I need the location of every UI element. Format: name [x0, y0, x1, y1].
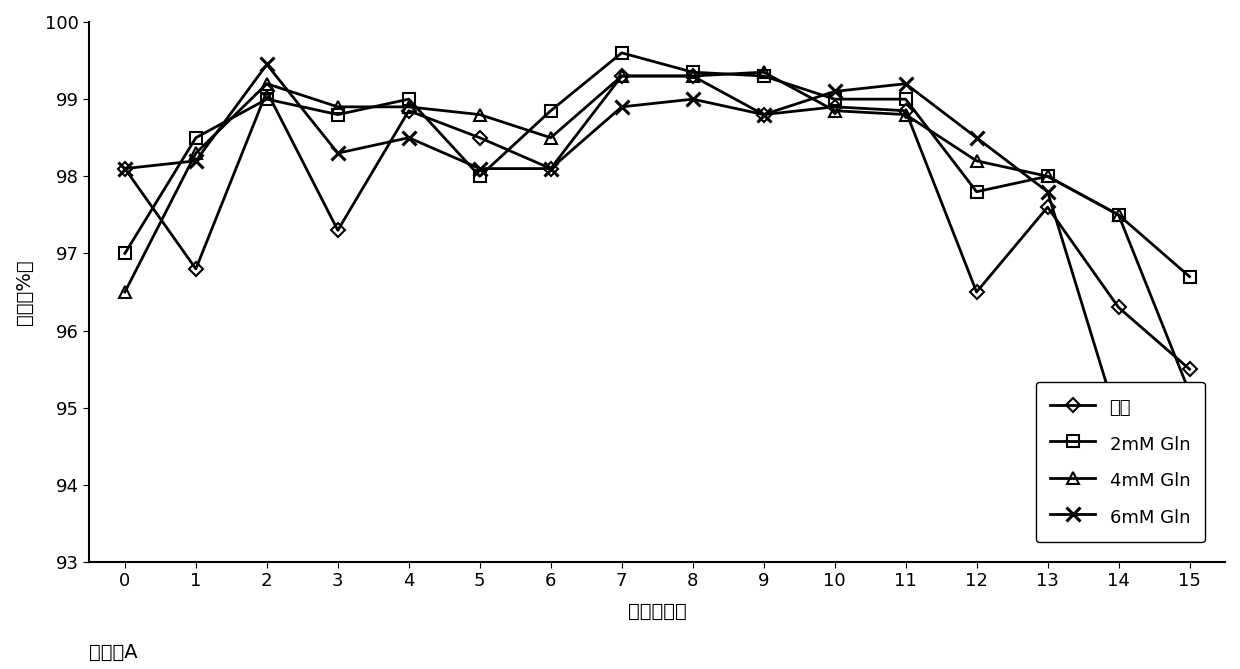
- Legend: 对照, 2mM Gln, 4mM Gln, 6mM Gln: 对照, 2mM Gln, 4mM Gln, 6mM Gln: [1035, 382, 1204, 542]
- 4mM Gln: [188, 149, 203, 157]
- 4mM Gln: [472, 110, 487, 118]
- 2mM Gln: [118, 250, 133, 258]
- 2mM Gln: [259, 95, 274, 103]
- 4mM Gln: [330, 103, 345, 111]
- 2mM Gln: [330, 110, 345, 118]
- 2mM Gln: [1040, 173, 1055, 181]
- 4mM Gln: [827, 106, 842, 114]
- 4mM Gln: [543, 134, 558, 142]
- 对照: [118, 165, 133, 173]
- 2mM Gln: [402, 95, 417, 103]
- 对照: [259, 88, 274, 96]
- 4mM Gln: [898, 110, 913, 118]
- 对照: [1111, 304, 1126, 312]
- 对照: [970, 288, 985, 296]
- 6mM Gln: [827, 88, 842, 96]
- 对照: [1040, 203, 1055, 211]
- 4mM Gln: [970, 157, 985, 165]
- Line: 6mM Gln: 6mM Gln: [118, 58, 1197, 438]
- 对照: [402, 106, 417, 114]
- 对照: [1182, 365, 1197, 373]
- 4mM Gln: [1182, 388, 1197, 396]
- Text: 细胞株A: 细胞株A: [89, 644, 138, 662]
- 4mM Gln: [259, 80, 274, 88]
- 2mM Gln: [970, 188, 985, 196]
- 6mM Gln: [543, 165, 558, 173]
- 2mM Gln: [1111, 211, 1126, 219]
- 6mM Gln: [259, 60, 274, 68]
- 6mM Gln: [1111, 419, 1126, 427]
- 6mM Gln: [1040, 188, 1055, 196]
- 2mM Gln: [756, 72, 771, 80]
- 2mM Gln: [188, 134, 203, 142]
- 4mM Gln: [1040, 173, 1055, 181]
- 对照: [472, 134, 487, 142]
- 6mM Gln: [614, 103, 629, 111]
- 对照: [614, 72, 629, 80]
- 6mM Gln: [756, 110, 771, 118]
- 4mM Gln: [1111, 211, 1126, 219]
- 对照: [898, 106, 913, 114]
- Line: 2mM Gln: 2mM Gln: [119, 47, 1195, 283]
- 6mM Gln: [970, 134, 985, 142]
- 6mM Gln: [402, 134, 417, 142]
- X-axis label: 时间（天）: 时间（天）: [627, 601, 687, 621]
- Line: 对照: 对照: [120, 71, 1194, 374]
- 2mM Gln: [543, 106, 558, 114]
- Line: 4mM Gln: 4mM Gln: [119, 66, 1195, 399]
- 对照: [188, 265, 203, 273]
- 2mM Gln: [686, 68, 701, 76]
- 6mM Gln: [898, 80, 913, 88]
- 6mM Gln: [472, 165, 487, 173]
- 6mM Gln: [1182, 427, 1197, 435]
- 6mM Gln: [118, 165, 133, 173]
- 4mM Gln: [118, 288, 133, 296]
- 6mM Gln: [330, 149, 345, 157]
- 4mM Gln: [614, 72, 629, 80]
- 4mM Gln: [686, 72, 701, 80]
- 对照: [827, 103, 842, 111]
- 6mM Gln: [188, 157, 203, 165]
- Y-axis label: 活率（%）: 活率（%）: [15, 259, 33, 325]
- 2mM Gln: [1182, 272, 1197, 280]
- 对照: [756, 110, 771, 118]
- 2mM Gln: [898, 95, 913, 103]
- 4mM Gln: [402, 103, 417, 111]
- 2mM Gln: [472, 173, 487, 181]
- 对照: [686, 72, 701, 80]
- 6mM Gln: [686, 95, 701, 103]
- 2mM Gln: [614, 49, 629, 57]
- 对照: [543, 165, 558, 173]
- 2mM Gln: [827, 95, 842, 103]
- 4mM Gln: [756, 68, 771, 76]
- 对照: [330, 226, 345, 234]
